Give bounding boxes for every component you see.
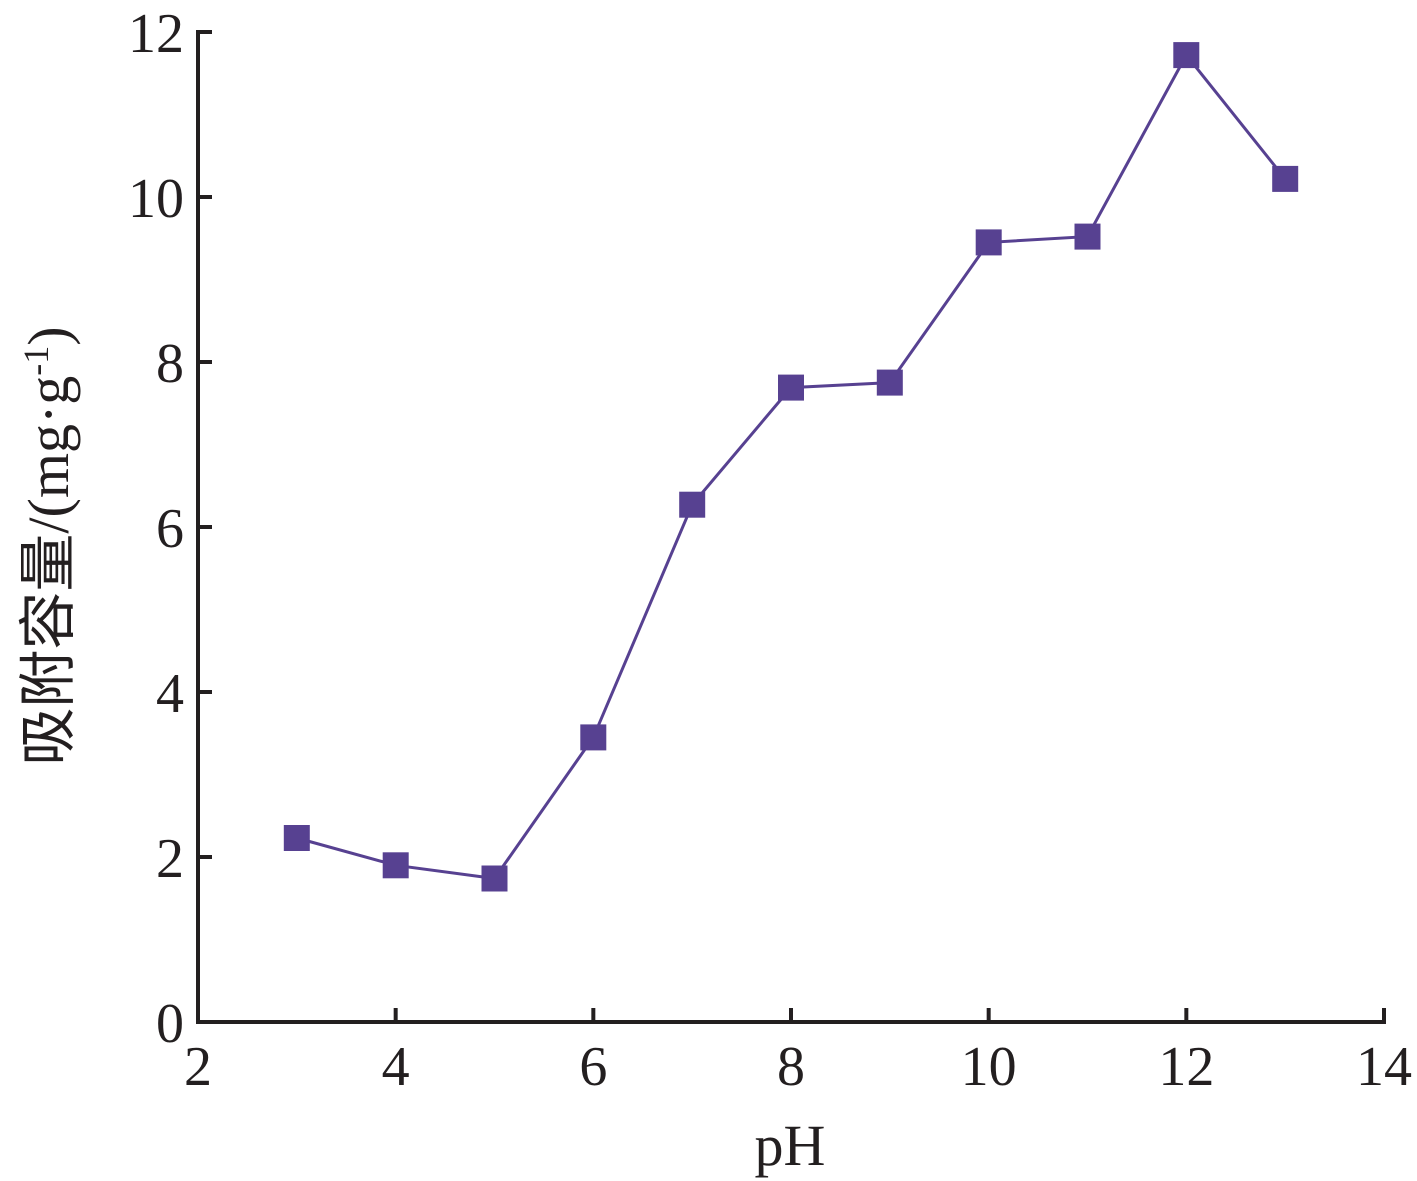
data-point-marker xyxy=(1074,223,1101,250)
x-tick-label: 12 xyxy=(1158,1036,1214,1098)
y-axis-title-close: ) xyxy=(16,326,81,345)
data-point-marker xyxy=(876,369,903,396)
data-point-marker xyxy=(1173,42,1200,69)
axes xyxy=(196,30,1386,1024)
y-tick-label: 6 xyxy=(156,498,184,560)
series-line xyxy=(296,52,1287,881)
y-tick-label: 2 xyxy=(156,828,184,890)
y-axis-title-main: 吸附容量/(mg·g xyxy=(16,376,81,766)
y-tick-label: 4 xyxy=(156,663,184,725)
y-axis-title: 吸附容量/(mg·g-1) xyxy=(16,326,81,765)
y-tick-label: 12 xyxy=(128,3,184,65)
x-tick-label: 8 xyxy=(777,1036,805,1098)
data-point-marker xyxy=(283,825,310,851)
series-layer xyxy=(283,42,1299,892)
x-tick-label: 2 xyxy=(184,1036,212,1098)
x-tick-label: 4 xyxy=(382,1036,410,1098)
data-point-marker xyxy=(679,491,706,518)
x-tick-label: 14 xyxy=(1356,1036,1412,1098)
data-point-marker xyxy=(580,724,607,751)
data-point-marker xyxy=(481,865,508,892)
data-point-marker xyxy=(382,852,409,879)
y-tick-label: 10 xyxy=(128,168,184,230)
x-tick-label: 6 xyxy=(579,1036,607,1098)
y-axis-title-superscript: -1 xyxy=(16,346,56,376)
x-tick-label: 10 xyxy=(961,1036,1017,1098)
data-point-marker xyxy=(975,229,1002,256)
y-tick-label: 0 xyxy=(156,993,184,1055)
y-tick-label: 8 xyxy=(156,333,184,395)
data-point-marker xyxy=(1272,165,1299,192)
x-axis-title: pH xyxy=(755,1113,826,1178)
data-point-marker xyxy=(778,374,804,401)
